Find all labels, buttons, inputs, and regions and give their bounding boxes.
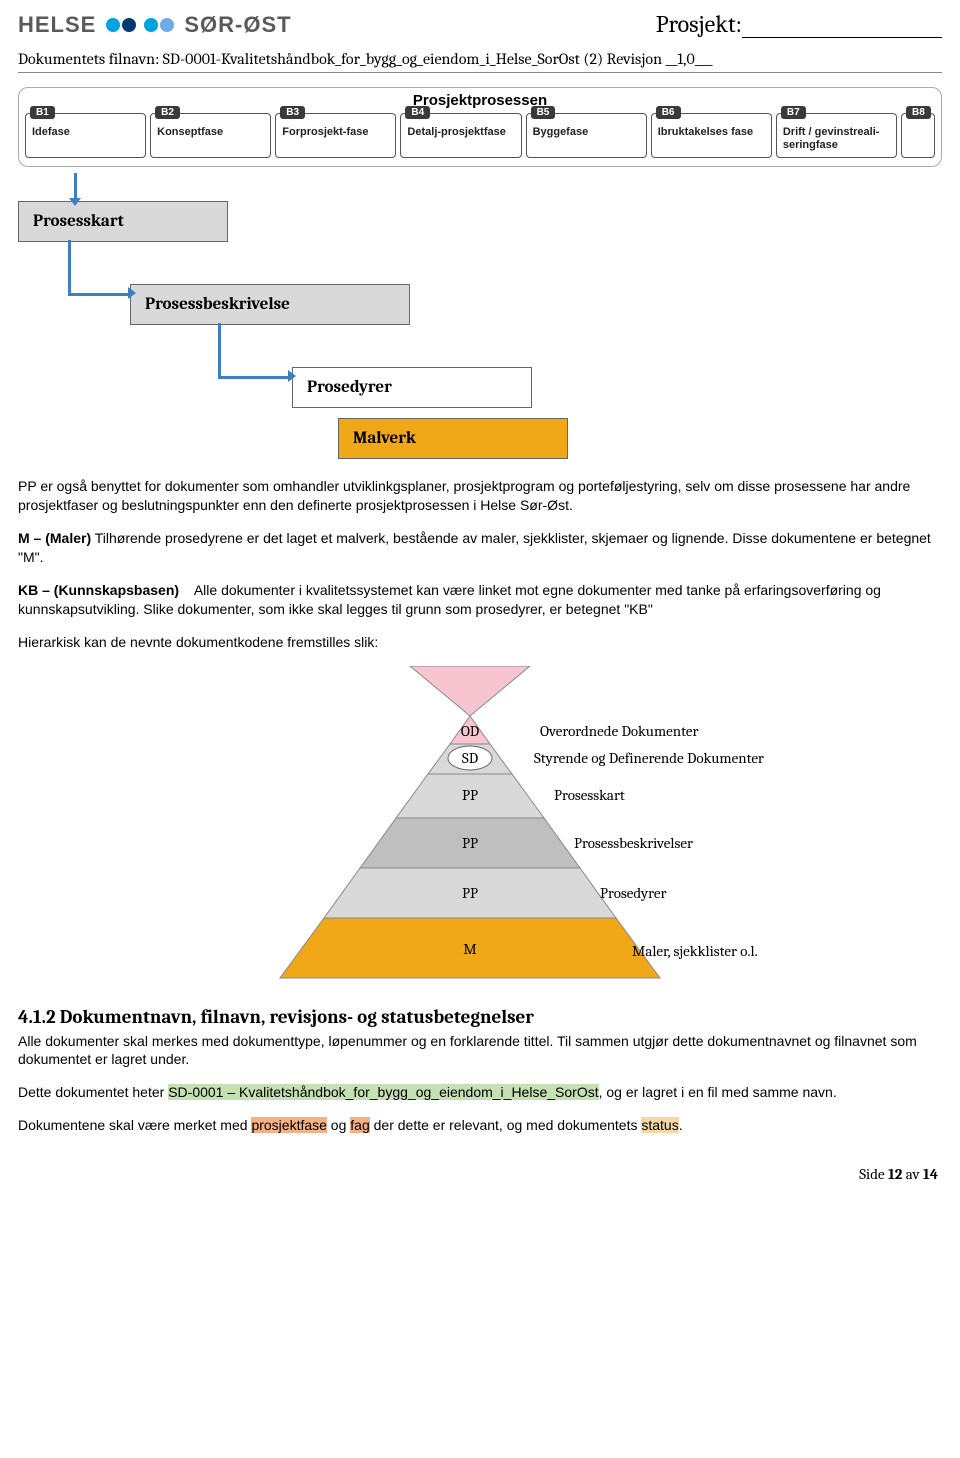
dot-icon (106, 18, 120, 32)
phase-label: Konseptfase (151, 114, 270, 156)
footer-a: Side (859, 1165, 888, 1183)
text-m: Tilhørende prosedyrene er det laget et m… (18, 530, 931, 565)
pyr-code-pp1: PP (450, 786, 490, 804)
paragraph-m: M – (Maler) Tilhørende prosedyrene er de… (18, 529, 942, 567)
pyr-code-pp2: PP (450, 834, 490, 852)
box-prosesskart: Prosesskart (18, 201, 228, 242)
box-prosedyrer: Prosedyrer (292, 367, 532, 408)
phase-box: B8 (901, 113, 935, 158)
page-footer: Side 12 av 14 (18, 1165, 942, 1183)
phase-box: B7Drift / gevinstreali-seringfase (776, 113, 897, 158)
phase-badge: B7 (781, 106, 806, 119)
p3-mid: og (327, 1117, 350, 1133)
phase-row: B1IdefaseB2KonseptfaseB3Forprosjekt-fase… (19, 113, 941, 158)
phase-label: Drift / gevinstreali-seringfase (777, 114, 896, 157)
logo-dots (106, 18, 174, 32)
pyr-code-pp3: PP (450, 884, 490, 902)
connector-arrow-icon (68, 240, 128, 296)
p3-hl3: status (641, 1117, 678, 1133)
phase-label: Idefase (26, 114, 145, 156)
logo-text-left: HELSE (18, 12, 96, 38)
phase-badge: B5 (531, 106, 556, 119)
body-text: PP er også benyttet for dokumenter som o… (18, 477, 942, 651)
phase-box: B3Forprosjekt-fase (275, 113, 396, 158)
connector-arrow-icon (218, 323, 288, 379)
pyr-code-od: OD (450, 722, 490, 740)
prosjekt-label: Prosjekt: (656, 10, 742, 38)
phase-label: Ibruktakelses fase (652, 114, 771, 156)
p3-a: Dokumentene skal være merket med (18, 1117, 251, 1133)
header: HELSE SØR-ØST Prosjekt: (18, 10, 942, 38)
p3-hl2: fag (350, 1117, 369, 1133)
phase-label: Byggefase (527, 114, 646, 156)
phase-badge: B3 (280, 106, 305, 119)
process-diagram: Prosjektprosessen B1IdefaseB2Konseptfase… (18, 87, 942, 167)
pyr-code-m: M (450, 940, 490, 958)
logo-text-right: SØR-ØST (184, 12, 291, 38)
pyr-label-pp2: Prosessbeskrivelser (574, 834, 693, 852)
pyr-label-pp1: Prosesskart (554, 786, 625, 804)
filename-line: Dokumentets filnavn: SD-0001-Kvalitetshå… (18, 50, 942, 68)
footer-num: 12 (888, 1165, 902, 1183)
pyr-code-sd: SD (450, 749, 490, 767)
phase-box: B4Detalj-prosjektfase (400, 113, 521, 158)
p3-end: . (679, 1117, 683, 1133)
arrow-down-icon (74, 173, 77, 199)
phase-badge: B1 (30, 106, 55, 119)
phase-box: B1Idefase (25, 113, 146, 158)
section-p1: Alle dokumenter skal merkes med dokument… (18, 1032, 942, 1070)
pyr-label-od: Overordnede Dokumenter (540, 722, 698, 740)
dot-icon (160, 18, 174, 32)
pyramid-top-icon (410, 666, 530, 716)
footer-b: av (902, 1165, 922, 1183)
header-rule (18, 72, 942, 73)
p2-b: , og er lagret i en fil med samme navn. (599, 1084, 837, 1100)
pyr-label-sd: Styrende og Definerende Dokumenter (534, 749, 764, 767)
dot-icon (144, 18, 158, 32)
pyramid-svg (160, 666, 800, 986)
label-m: M – (Maler) (18, 530, 91, 546)
section-p2: Dette dokumentet heter SD-0001 – Kvalite… (18, 1083, 942, 1102)
phase-label (902, 114, 934, 156)
section-p3: Dokumentene skal være merket med prosjek… (18, 1116, 942, 1135)
phase-box: B6Ibruktakelses fase (651, 113, 772, 158)
pyr-label-m: Maler, sjekklister o.l. (632, 942, 758, 960)
prosjekt-field: Prosjekt: (656, 10, 942, 38)
phase-badge: B8 (906, 106, 931, 119)
p2-highlight: SD-0001 – Kvalitetshåndbok_for_bygg_og_e… (168, 1084, 598, 1100)
prosjekt-blank (742, 20, 942, 38)
pyramid-diagram: OD SD PP PP PP M Overordnede Dokumenter … (160, 666, 800, 986)
box-malverk: Malverk (338, 418, 568, 459)
dot-icon (122, 18, 136, 32)
paragraph-pp: PP er også benyttet for dokumenter som o… (18, 477, 942, 515)
section-body: Alle dokumenter skal merkes med dokument… (18, 1032, 942, 1136)
phase-label: Detalj-prosjektfase (401, 114, 520, 156)
label-kb: KB – (Kunnskapsbasen) (18, 582, 179, 598)
paragraph-hier: Hierarkisk kan de nevnte dokumentkodene … (18, 633, 942, 652)
p3-hl1: prosjektfase (251, 1117, 326, 1133)
phase-box: B2Konseptfase (150, 113, 271, 158)
p2-a: Dette dokumentet heter (18, 1084, 168, 1100)
footer-total: 14 (923, 1165, 938, 1183)
phase-badge: B6 (656, 106, 681, 119)
box-prosessbeskrivelse: Prosessbeskrivelse (130, 284, 410, 325)
p3-b: der dette er relevant, og med dokumentet… (370, 1117, 642, 1133)
phase-box: B5Byggefase (526, 113, 647, 158)
phase-label: Forprosjekt-fase (276, 114, 395, 156)
logo: HELSE SØR-ØST (18, 12, 292, 38)
phase-badge: B2 (155, 106, 180, 119)
phase-badge: B4 (405, 106, 430, 119)
section-heading: 4.1.2 Dokumentnavn, filnavn, revisjons- … (18, 1006, 942, 1028)
pyr-label-pp3: Prosedyrer (600, 884, 666, 902)
paragraph-kb: KB – (Kunnskapsbasen) Alle dokumenter i … (18, 581, 942, 619)
